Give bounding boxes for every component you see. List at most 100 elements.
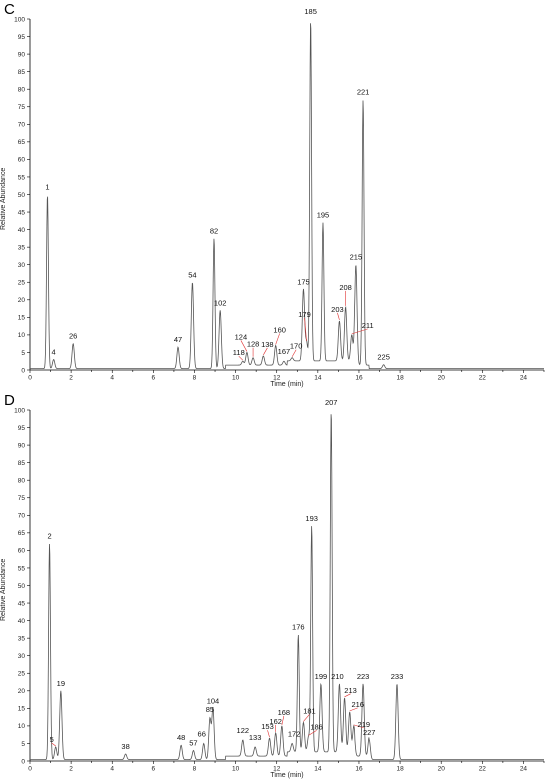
- peak-label: 223: [357, 672, 370, 681]
- peak-label: 138: [261, 340, 274, 349]
- chromatogram-trace: [30, 414, 544, 761]
- chromatogram-c-svg: 0510152025303540455055606570758085909510…: [14, 7, 545, 382]
- peak-label: 219: [358, 720, 371, 729]
- chromatogram-panel-d: D Relative Abundance Time (min) 0 5 10 15 20…: [0, 391, 550, 782]
- y-tick-label: 100: [14, 16, 25, 23]
- y-tick-label: 25: [18, 280, 26, 287]
- y-tick-label: 65: [18, 530, 26, 537]
- y-tick-label: 5: [21, 350, 25, 357]
- x-tick-label: 0: [28, 766, 32, 773]
- peak-label: 225: [377, 353, 390, 362]
- y-tick-label: 70: [18, 122, 26, 129]
- y-tick-label: 35: [18, 635, 26, 642]
- x-tick-label: 22: [479, 766, 487, 773]
- peak-label: 216: [351, 700, 364, 709]
- x-tick-label: 6: [152, 375, 156, 382]
- peak-label: 221: [357, 88, 370, 97]
- y-tick-label: 85: [18, 69, 26, 76]
- x-tick-label: 18: [396, 375, 404, 382]
- y-tick-label: 70: [18, 513, 26, 520]
- x-tick-label: 4: [110, 375, 114, 382]
- y-tick-label: 85: [18, 460, 26, 467]
- x-tick-label: 24: [520, 375, 528, 382]
- y-tick-label: 45: [18, 209, 26, 216]
- peak-label: 185: [304, 7, 317, 16]
- peak-label: 1: [45, 183, 49, 192]
- y-tick-label: 15: [18, 706, 26, 713]
- peak-leader-line: [281, 715, 285, 725]
- x-tick-label: 12: [273, 766, 281, 773]
- peak-label: 172: [288, 729, 301, 738]
- peak-label: 210: [331, 672, 344, 681]
- x-tick-label: 10: [232, 375, 240, 382]
- peak-label: 160: [273, 325, 286, 334]
- y-tick-label: 80: [18, 478, 26, 485]
- x-tick-label: 0: [28, 375, 32, 382]
- peak-label: 227: [363, 728, 376, 737]
- peak-label: 195: [317, 211, 330, 220]
- peak-label: 47: [174, 335, 182, 344]
- peak-label: 2: [47, 531, 51, 540]
- chromatogram-d-svg: 0510152025303540455055606570758085909510…: [14, 398, 545, 773]
- x-tick-label: 10: [232, 766, 240, 773]
- y-tick-label: 10: [18, 332, 26, 339]
- peak-label: 213: [344, 686, 357, 695]
- x-tick-label: 12: [273, 375, 281, 382]
- chromatogram-panel-c: C Relative Abundance Time (min) 0 5 10 15 20…: [0, 1, 545, 388]
- peak-label: 208: [339, 283, 352, 292]
- y-tick-label: 0: [21, 758, 25, 765]
- y-tick-label: 95: [18, 34, 26, 41]
- x-tick-label: 14: [314, 375, 322, 382]
- peak-leader-line: [275, 333, 280, 345]
- peak-label: 170: [290, 342, 303, 351]
- peak-label: 124: [235, 332, 248, 341]
- peak-label: 5: [50, 735, 54, 744]
- y-tick-label: 35: [18, 244, 26, 251]
- peak-leader-line: [263, 347, 268, 356]
- peak-label: 122: [237, 726, 250, 735]
- peak-leader-line: [240, 340, 248, 352]
- peak-leader-line: [51, 742, 56, 747]
- peak-label: 26: [69, 332, 77, 341]
- peak-label: 186: [310, 722, 323, 731]
- y-tick-label: 55: [18, 565, 26, 572]
- x-axis-title: Time (min): [270, 772, 304, 779]
- peak-label: 19: [57, 679, 65, 688]
- peak-label: 48: [177, 733, 185, 742]
- x-tick-label: 20: [438, 766, 446, 773]
- y-tick-label: 55: [18, 174, 26, 181]
- peak-leader-line: [349, 707, 358, 712]
- x-tick-label: 4: [110, 766, 114, 773]
- x-tick-label: 22: [479, 375, 487, 382]
- peak-leader-line: [267, 730, 270, 738]
- y-tick-label: 90: [18, 51, 26, 58]
- peak-leader-line: [344, 693, 351, 698]
- peak-leader-line: [308, 730, 317, 736]
- panel-label: C: [4, 1, 15, 18]
- peak-leader-line: [353, 724, 364, 729]
- y-tick-label: 10: [18, 723, 26, 730]
- peak-label: 211: [362, 321, 374, 330]
- peak-leader-line: [238, 356, 244, 361]
- x-tick-label: 2: [69, 766, 73, 773]
- y-tick-label: 60: [18, 157, 26, 164]
- peak-label: 181: [303, 706, 316, 715]
- peak-label: 38: [121, 742, 129, 751]
- y-tick-label: 50: [18, 583, 26, 590]
- y-tick-label: 65: [18, 139, 26, 146]
- x-tick-label: 8: [193, 766, 197, 773]
- y-tick-label: 15: [18, 315, 26, 322]
- y-tick-label: 40: [18, 227, 26, 234]
- x-tick-label: 8: [193, 375, 197, 382]
- peak-label: 118: [233, 348, 245, 357]
- y-tick-label: 30: [18, 653, 26, 660]
- peak-label: 54: [188, 270, 196, 279]
- x-axis-title: Time (min): [270, 381, 304, 388]
- y-tick-label: 95: [18, 425, 26, 432]
- y-tick-label: 30: [18, 262, 26, 269]
- peak-label: 57: [189, 738, 197, 747]
- y-tick-label: 0: [21, 367, 25, 374]
- peak-label: 168: [278, 708, 291, 717]
- peak-label: 102: [214, 298, 227, 307]
- peak-label: 207: [325, 398, 338, 407]
